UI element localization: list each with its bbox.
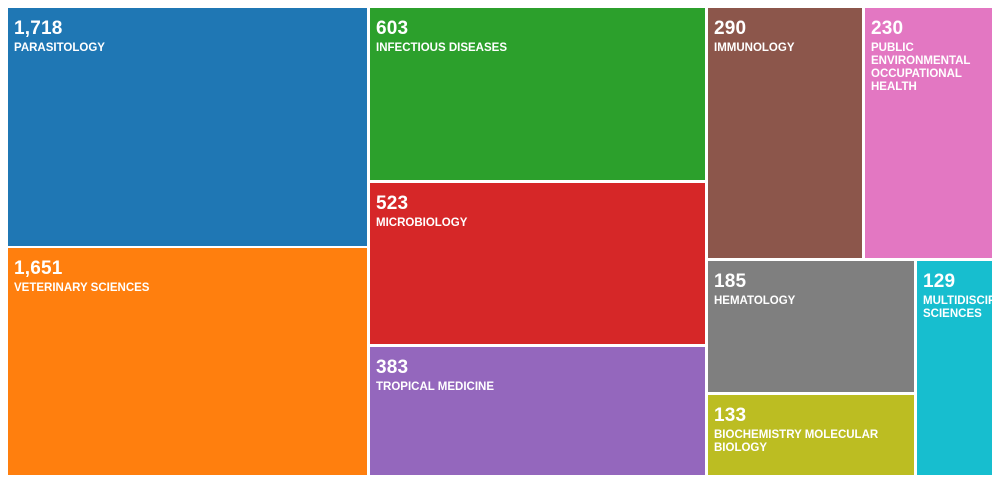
tile-label: IMMUNOLOGY [714,42,795,54]
tile-label: INFECTIOUS DISEASES [376,42,507,54]
tile-value: 383 [376,357,409,378]
tile-biochemistry-molecular-biology[interactable]: 133 BIOCHEMISTRY MOLECULAR BIOLOGY [708,395,914,475]
tile-label: PUBLIC ENVIRONMENTAL OCCUPATIONAL HEALTH [871,42,971,93]
tile-veterinary-sciences[interactable]: 1,651 VETERINARY SCIENCES [8,248,367,475]
tile-value: 1,651 [14,258,63,279]
tile-tropical-medicine[interactable]: 383 TROPICAL MEDICINE [370,347,705,475]
tile-value: 185 [714,271,747,292]
tile-value: 129 [923,271,956,292]
tile-value: 523 [376,193,409,214]
tile-value: 1,718 [14,18,63,39]
tile-label: MICROBIOLOGY [376,217,468,229]
tile-infectious-diseases[interactable]: 603 INFECTIOUS DISEASES [370,8,705,180]
tile-value: 290 [714,18,747,39]
tile-microbiology[interactable]: 523 MICROBIOLOGY [370,183,705,344]
tile-label: MULTIDISCIPLINARY SCIENCES [923,295,992,320]
tile-public-environmental-occupational-health[interactable]: 230 PUBLIC ENVIRONMENTAL OCCUPATIONAL HE… [865,8,992,258]
tile-label: TROPICAL MEDICINE [376,381,494,393]
tile-label: HEMATOLOGY [714,295,796,307]
tile-immunology[interactable]: 290 IMMUNOLOGY [708,8,862,258]
tile-label: BIOCHEMISTRY MOLECULAR BIOLOGY [714,429,879,454]
tile-multidisciplinary-sciences[interactable]: 129 MULTIDISCIPLINARY SCIENCES [917,261,992,475]
tile-label: VETERINARY SCIENCES [14,282,150,294]
tile-value: 230 [871,18,904,39]
tile-label: PARASITOLOGY [14,42,105,54]
tile-value: 133 [714,405,747,426]
tile-value: 603 [376,18,409,39]
tile-parasitology[interactable]: 1,718 PARASITOLOGY [8,8,367,246]
tile-hematology[interactable]: 185 HEMATOLOGY [708,261,914,392]
